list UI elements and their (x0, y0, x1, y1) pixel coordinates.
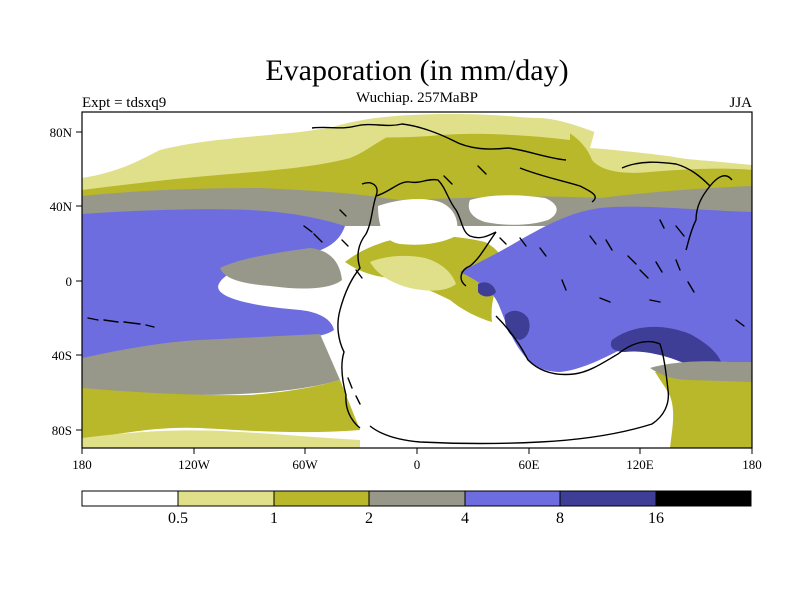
north-white-land-east (468, 195, 557, 225)
coastline-far-east (709, 175, 733, 187)
island-fragment (599, 297, 611, 303)
y-tick-label: 40S (52, 348, 72, 363)
island-fragments (87, 165, 745, 405)
x-tick-label: 60W (292, 457, 318, 472)
island-fragment (339, 209, 347, 217)
island-fragment (347, 377, 353, 389)
coastline-southeast (369, 315, 670, 445)
island-fragment (355, 395, 361, 405)
colorbar-label: 16 (648, 510, 664, 527)
x-tick-label: 0 (414, 457, 421, 472)
colorbar-box-5 (559, 490, 657, 507)
island-fragment (649, 299, 661, 303)
y-tick-label: 40N (50, 199, 73, 214)
island-fragment (687, 281, 695, 293)
x-tick-label: 120W (178, 457, 211, 472)
coastlines (311, 123, 733, 445)
contour-band-east-grey (650, 361, 752, 382)
island-fragment (627, 255, 637, 265)
colorbar-label: 8 (556, 510, 564, 527)
high-evaporation-patch-north (478, 282, 496, 297)
contour-band-north-olive (82, 118, 752, 200)
contour-band-east-olive (655, 368, 752, 448)
island-fragment (355, 269, 363, 279)
island-fragment (341, 239, 349, 247)
evaporation-field (82, 112, 752, 448)
x-tick-label: 180 (742, 457, 762, 472)
colorbar-box-0 (81, 490, 179, 507)
x-axis: 180 120W 60W 0 60E 120E 180 (72, 448, 762, 472)
colorbar-box-3 (368, 490, 466, 507)
island-fragment (313, 233, 323, 243)
colorbar-box-6 (655, 490, 752, 507)
contour-band-equatorial-pale (370, 255, 456, 291)
island-fragment (499, 237, 507, 245)
coastline-north-arctic (311, 123, 567, 161)
x-tick-label: 60E (519, 457, 540, 472)
colorbar-box-4 (464, 490, 561, 507)
island-fragment (477, 165, 487, 175)
coastline-west-pangaea (337, 182, 378, 429)
island-fragment (561, 279, 567, 291)
island-fragment (655, 261, 663, 273)
season-label: JJA (729, 95, 752, 111)
period-label: Wuchiap. 257MaBP (356, 90, 478, 106)
y-tick-label: 80S (52, 423, 72, 438)
contour-band-south-grey (82, 334, 340, 395)
island-fragment (639, 269, 649, 279)
island-fragment (659, 219, 665, 229)
colorbar-label: 4 (461, 510, 469, 527)
coastline-east-tethys (460, 231, 497, 287)
island-fragment (443, 175, 453, 185)
contour-band-south-pale (82, 430, 360, 448)
north-white-land (378, 199, 458, 245)
experiment-label: Expt = tdsxq9 (82, 95, 166, 111)
island-fragment (539, 247, 547, 257)
island-fragment (123, 321, 141, 325)
contour-band-south-olive (82, 380, 360, 440)
island-fragment (589, 235, 597, 245)
colorbar-label: 0.5 (168, 510, 188, 527)
island-fragment (87, 317, 99, 321)
coastline-north-east (519, 167, 596, 203)
contour-band-west-grey (220, 248, 342, 289)
colorbar-box-2 (273, 490, 370, 507)
island-fragment (735, 319, 745, 327)
coastline-northwest (375, 178, 497, 239)
island-fragment (605, 239, 613, 251)
island-fragment (675, 259, 681, 271)
colorbar-label: 1 (270, 510, 278, 527)
x-tick-label: 120E (626, 457, 654, 472)
map-title: Evaporation (in mm/day) (265, 54, 568, 87)
y-tick-label: 0 (66, 274, 73, 289)
island-fragment (519, 237, 527, 247)
pangaea-landmass (338, 240, 670, 444)
x-tick-label: 180 (72, 457, 92, 472)
y-axis: 80N 40N 0 40S 80S (50, 125, 82, 438)
island-fragment (145, 324, 155, 328)
high-evaporation-patch-east (610, 326, 722, 367)
colorbar: 0.5 1 2 4 8 16 (81, 490, 752, 527)
island-fragment (103, 319, 119, 323)
colorbar-box-1 (177, 490, 275, 507)
colorbar-label: 2 (365, 510, 373, 527)
north-white-land-arctic (590, 112, 752, 165)
y-tick-label: 80N (50, 125, 73, 140)
island-fragment (303, 225, 313, 233)
contour-band-arctic (330, 114, 570, 140)
island-fragment (675, 225, 685, 237)
